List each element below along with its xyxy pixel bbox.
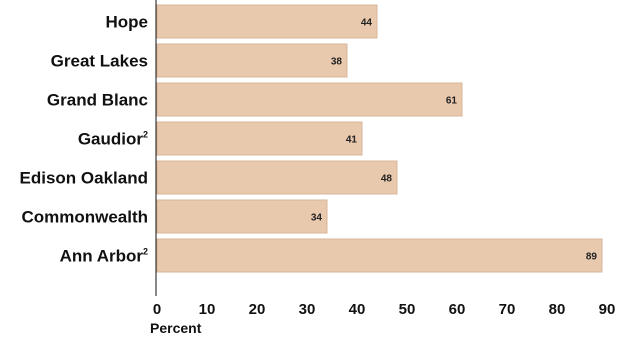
data-label: 38 (331, 57, 343, 68)
data-labels: 44 38 61 41 48 34 89 (311, 18, 598, 263)
x-tick-label: 20 (249, 301, 266, 318)
x-axis-tick-labels: 0 10 20 30 40 50 60 70 80 90 (153, 301, 616, 318)
x-tick-label: 30 (299, 301, 316, 318)
category-label: Ann Arbor2 (60, 247, 148, 266)
data-label: 41 (346, 135, 358, 146)
x-tick-label: 70 (499, 301, 516, 318)
x-tick-label: 80 (549, 301, 566, 318)
x-tick-label: 40 (349, 301, 366, 318)
bar-ann-arbor (156, 238, 603, 273)
x-tick-label: 0 (153, 301, 161, 318)
x-tick-label: 10 (199, 301, 216, 318)
x-tick-label: 90 (599, 301, 616, 318)
bar-hope (156, 4, 378, 39)
category-label: Gaudior2 (78, 130, 148, 149)
data-label: 89 (586, 252, 598, 263)
bars-layer (156, 4, 603, 273)
data-label: 34 (311, 213, 323, 224)
x-axis-title: Percent (150, 320, 202, 336)
category-label: Great Lakes (51, 52, 148, 71)
category-label: Edison Oakland (20, 169, 148, 188)
data-label: 48 (381, 174, 393, 185)
x-tick-label: 50 (399, 301, 416, 318)
bar-grand-blanc (156, 82, 463, 117)
data-label: 61 (446, 96, 458, 107)
bar-edison-oakland (156, 160, 398, 195)
data-label: 44 (361, 18, 373, 29)
bar-great-lakes (156, 43, 348, 78)
bar-commonwealth (156, 199, 328, 234)
category-labels: Hope Great Lakes Grand Blanc Gaudior2 Edison… (20, 13, 148, 266)
bar-gaudior (156, 121, 363, 156)
category-label: Commonwealth (21, 208, 148, 227)
x-tick-label: 60 (449, 301, 466, 318)
category-label: Hope (106, 13, 149, 32)
category-label: Grand Blanc (47, 91, 148, 110)
